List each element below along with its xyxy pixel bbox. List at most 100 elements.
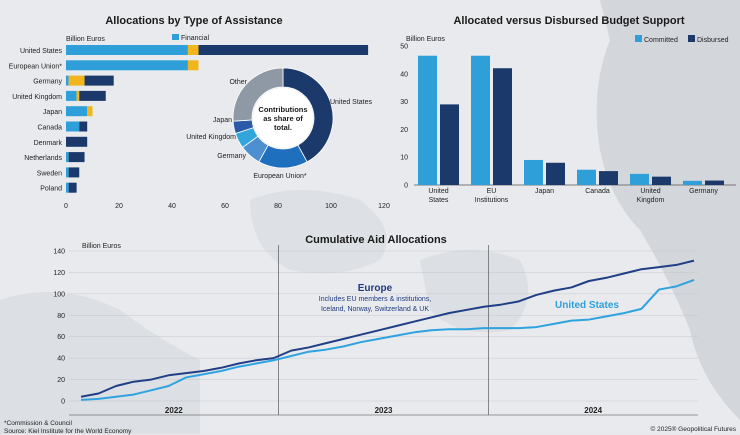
- p1-bar-segment: [66, 75, 69, 86]
- donut-slice-label: Other: [229, 79, 247, 86]
- p1-x-tick: 60: [221, 203, 229, 210]
- panel1-title: Allocations by Type of Assistance: [105, 15, 282, 27]
- donut-slice: [232, 67, 284, 122]
- legend-committed-label: Committed: [644, 37, 678, 44]
- p1-category-label: Japan: [43, 109, 62, 116]
- p1-x-tick: 80: [274, 203, 282, 210]
- p2-bar: [577, 169, 596, 185]
- p1-bar-segment: [187, 60, 199, 71]
- p2-bar: [599, 171, 618, 185]
- p2-y-tick: 50: [400, 44, 408, 51]
- donut-center-text: as share of: [263, 114, 303, 123]
- p1-bar-segment: [66, 121, 80, 132]
- p2-y-tick: 0: [404, 183, 408, 190]
- p1-bar-segment: [187, 45, 199, 55]
- p1-category-label: Poland: [40, 186, 62, 193]
- p1-bar-segment: [76, 90, 80, 101]
- p1-bar-segment: [84, 75, 114, 86]
- panel3-title: Cumulative Aid Allocations: [305, 234, 447, 246]
- p3-y-tick: 120: [53, 270, 65, 277]
- p2-bar: [683, 180, 702, 185]
- p1-bar-segment: [79, 90, 106, 101]
- donut-center: [253, 88, 313, 148]
- donut-slice-label: Japan: [213, 117, 232, 124]
- p1-bar-segment: [68, 182, 77, 193]
- us-label: United States: [555, 300, 619, 311]
- donut-center-text: total.: [274, 123, 292, 132]
- p2-y-tick: 10: [400, 155, 408, 162]
- p1-category-label: European Union*: [9, 63, 63, 70]
- p2-category-label: United: [428, 188, 448, 195]
- europe-sub-line-1: Includes EU members & institutions,: [319, 296, 431, 303]
- p1-bar-segment: [68, 152, 85, 163]
- legend-disbursed-swatch: [688, 35, 695, 42]
- panel1-footnote: *Commission & Council: [4, 420, 72, 427]
- p3-series-line: [80, 278, 695, 401]
- p1-bar-segment: [66, 152, 69, 163]
- p1-bar-segment: [198, 45, 369, 55]
- p2-bar: [546, 162, 565, 185]
- p3-y-tick: 140: [53, 249, 65, 256]
- p3-y-tick: 60: [57, 334, 65, 341]
- p2-y-tick: 40: [400, 71, 408, 78]
- panel-allocated-vs-disbursed: Allocated versus Disbursed Budget Suppor…: [400, 15, 736, 204]
- copyright: © 2025® Geopolitical Futures: [650, 426, 736, 433]
- p2-category-label: Canada: [585, 188, 610, 195]
- p3-y-tick: 40: [57, 356, 65, 363]
- p1-x-tick: 120: [378, 203, 390, 210]
- p2-category-label: Japan: [535, 188, 554, 195]
- legend-disbursed-label: Disbursed: [697, 37, 729, 44]
- p3-y-tick: 100: [53, 291, 65, 298]
- p3-year-label: 2022: [165, 406, 183, 415]
- p2-bar: [440, 104, 459, 185]
- p1-bar-segment: [66, 167, 69, 178]
- panel1-legend-swatch: [172, 34, 179, 40]
- p1-bar-segment: [66, 106, 88, 117]
- panel1-legend-label: Financial: [181, 35, 209, 42]
- donut-slice-label: Germany: [217, 153, 246, 160]
- p3-year-label: 2024: [584, 406, 602, 415]
- donut-slice: [282, 67, 334, 163]
- legend-committed-swatch: [635, 35, 642, 42]
- p3-year-label: 2023: [375, 406, 393, 415]
- panel3-unit-label: Billion Euros: [82, 243, 121, 250]
- p2-category-label: EU: [487, 188, 497, 195]
- p1-x-tick: 0: [64, 203, 68, 210]
- p3-y-tick: 80: [57, 313, 65, 320]
- europe-sub-line-2: Iceland, Norway, Switzerland & UK: [321, 306, 429, 313]
- p1-bar-segment: [66, 60, 188, 71]
- p2-category-label: States: [429, 197, 449, 204]
- p1-category-label: Sweden: [37, 170, 62, 177]
- p1-x-tick: 100: [325, 203, 337, 210]
- p2-category-label: Kingdom: [637, 197, 665, 204]
- p2-y-tick: 20: [400, 127, 408, 134]
- donut-center-text: Contributions: [258, 105, 307, 114]
- panel-allocations-by-type: Allocations by Type of Assistance Billio…: [9, 15, 390, 210]
- p1-category-label: Netherlands: [24, 155, 62, 162]
- panel1-unit-label: Billion Euros: [66, 36, 105, 43]
- p1-x-tick: 40: [168, 203, 176, 210]
- p3-y-tick: 20: [57, 377, 65, 384]
- donut-slice-label: European Union*: [253, 173, 307, 180]
- p1-category-label: Denmark: [34, 140, 63, 147]
- p2-bar: [493, 68, 512, 185]
- p2-bar: [418, 55, 437, 186]
- p1-category-label: United States: [20, 48, 63, 55]
- p1-bar-segment: [66, 90, 77, 101]
- p2-category-label: Germany: [689, 188, 718, 195]
- europe-label: Europe: [358, 283, 393, 294]
- p2-bar: [630, 173, 649, 185]
- p3-y-tick: 0: [61, 399, 65, 406]
- p1-x-tick: 20: [115, 203, 123, 210]
- p1-category-label: Germany: [33, 79, 62, 86]
- p1-bar-segment: [66, 136, 88, 147]
- p2-category-label: United: [640, 188, 660, 195]
- panel2-unit-label: Billion Euros: [406, 36, 445, 43]
- p2-bar: [705, 180, 724, 185]
- donut-slice-label: United States: [330, 99, 373, 106]
- p3-series-line: [80, 259, 695, 398]
- source-text: Source: Kiel Institute for the World Eco…: [4, 428, 132, 435]
- p1-bar-segment: [79, 121, 88, 132]
- p1-category-label: Canada: [37, 125, 62, 132]
